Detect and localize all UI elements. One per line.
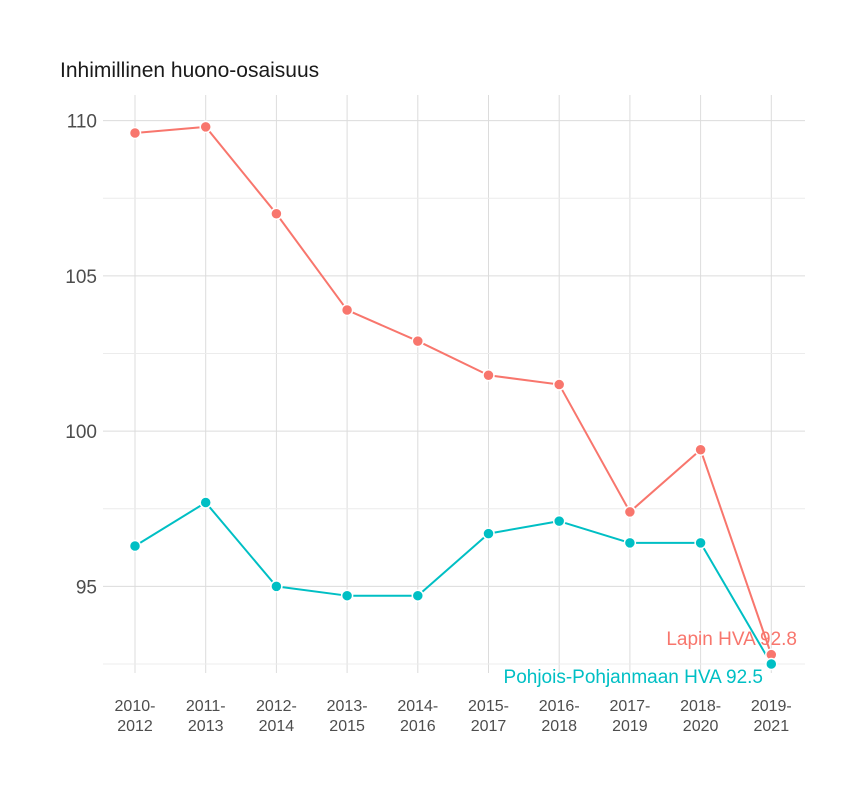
- x-tick-label-line: 2012-: [256, 698, 297, 715]
- x-tick-label-line: 2013: [188, 718, 224, 735]
- end-label: Pohjois-Pohjanmaan HVA 92.5: [504, 667, 763, 688]
- x-tick-label: 2019- 2021: [751, 698, 792, 735]
- x-tick-label-line: 2011-: [186, 698, 226, 715]
- y-tick-label: 95: [76, 577, 97, 598]
- data-point: [411, 589, 425, 602]
- x-tick-label: 2016- 2018: [539, 698, 580, 735]
- data-point: [482, 527, 495, 540]
- chart-title: Inhimillinen huono-osaisuus: [60, 59, 319, 82]
- data-point: [270, 580, 283, 593]
- series-lines: [134, 125, 773, 665]
- end-labels: Lapin HVA 92.8 Pohjois-Pohjanmaan HVA 92.…: [504, 629, 797, 688]
- x-tick-label-line: 2016-: [539, 698, 580, 715]
- x-tick-label-line: 2015-: [468, 698, 509, 715]
- x-tick-label-line: 2018-: [680, 698, 721, 715]
- x-tick-label-line: 2019-: [751, 698, 792, 715]
- x-tick-label: 2013- 2015: [327, 698, 368, 735]
- x-tick-label-line: 2021: [754, 718, 790, 735]
- data-point: [270, 207, 283, 221]
- data-point: [199, 496, 212, 509]
- y-axis-ticks: 95 100 105 110: [65, 112, 97, 599]
- data-point: [340, 303, 354, 317]
- x-tick-label-line: 2013-: [327, 698, 368, 715]
- x-tick-label: 2011- 2013: [186, 698, 226, 735]
- x-tick-label-line: 2015: [329, 718, 365, 735]
- y-tick-label: 100: [65, 422, 97, 443]
- data-point: [340, 589, 354, 602]
- x-axis-ticks: 2010- 2012 2011- 2013 2012- 2014 2013- 2015 2014…: [115, 698, 792, 735]
- x-tick-label: 2014- 2016: [397, 698, 438, 735]
- end-label: Lapin HVA 92.8: [666, 629, 797, 650]
- x-tick-label-line: 2012: [117, 718, 153, 735]
- series-line-pohjois-pohjanmaan: [134, 501, 773, 665]
- data-point: [694, 443, 707, 457]
- x-tick-label: 2015- 2017: [468, 698, 509, 735]
- x-tick-label-line: 2014: [259, 718, 295, 735]
- x-tick-label: 2010- 2012: [115, 698, 156, 735]
- grid: [103, 95, 805, 673]
- data-point: [552, 378, 566, 391]
- series-line-lapin: [134, 125, 773, 656]
- data-point: [623, 536, 637, 550]
- data-point: [623, 505, 637, 519]
- y-tick-label: 105: [65, 267, 97, 288]
- data-point: [552, 514, 566, 528]
- x-tick-label-line: 2017-: [609, 698, 650, 715]
- x-tick-label: 2017- 2019: [609, 698, 650, 735]
- x-tick-label-line: 2018: [541, 718, 577, 735]
- x-tick-label-line: 2010-: [115, 698, 156, 715]
- data-point: [199, 120, 212, 134]
- x-tick-label: 2018- 2020: [680, 698, 721, 735]
- data-point: [694, 536, 707, 550]
- data-point: [128, 539, 142, 553]
- y-tick-label: 110: [67, 112, 97, 133]
- data-point: [482, 368, 495, 382]
- x-tick-label: 2012- 2014: [256, 698, 297, 735]
- data-point: [411, 334, 425, 348]
- x-tick-label-line: 2019: [612, 718, 648, 735]
- x-tick-label-line: 2016: [400, 718, 436, 735]
- series-points: [128, 120, 778, 671]
- data-point: [765, 657, 778, 671]
- x-tick-label-line: 2014-: [397, 698, 438, 715]
- x-tick-label-line: 2017: [471, 718, 507, 735]
- x-tick-label-line: 2020: [683, 718, 719, 735]
- data-point: [128, 126, 142, 140]
